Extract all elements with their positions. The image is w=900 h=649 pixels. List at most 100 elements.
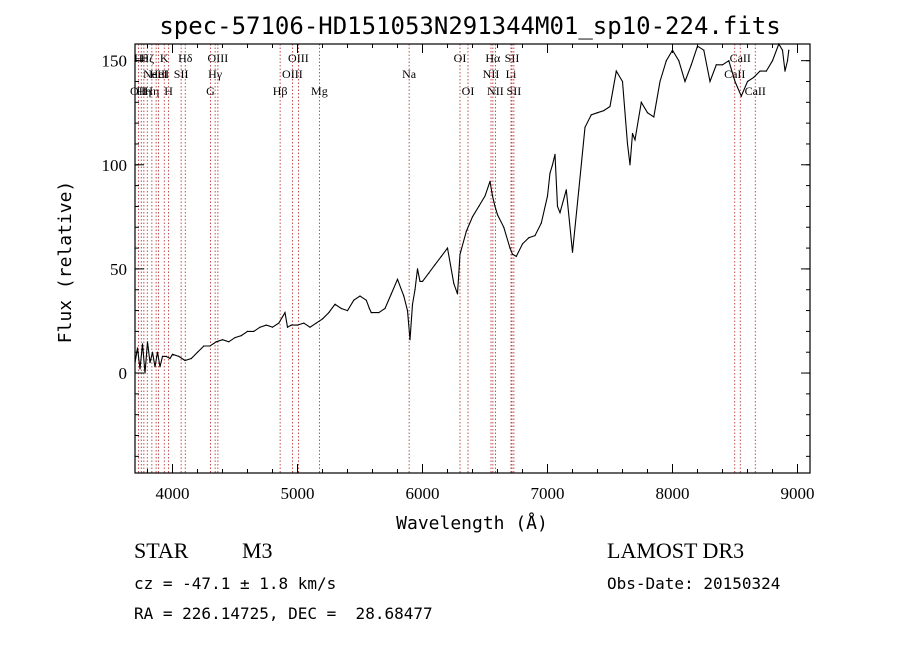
data-point-78 <box>503 226 505 228</box>
data-point-107 <box>646 112 649 114</box>
data-point-112 <box>678 60 680 62</box>
survey-name: LAMOST DR3 <box>607 538 745 563</box>
data-point-46 <box>359 295 361 297</box>
data-point-98 <box>603 110 605 112</box>
data-point-80 <box>511 253 514 255</box>
data-point-88 <box>551 164 554 166</box>
data-point-8 <box>154 366 156 368</box>
data-point-19 <box>203 345 205 347</box>
data-point-15 <box>178 355 180 357</box>
data-point-5 <box>146 341 149 343</box>
data-point-85 <box>540 222 542 224</box>
data-point-84 <box>534 235 536 237</box>
data-point-94 <box>578 189 580 191</box>
data-point-58 <box>411 303 414 305</box>
data-point-103 <box>629 164 631 166</box>
data-point-125 <box>759 70 761 72</box>
data-point-132 <box>788 49 790 51</box>
data-point-21 <box>215 341 217 343</box>
data-point-60 <box>416 268 419 270</box>
data-point-87 <box>549 172 551 174</box>
data-point-113 <box>684 80 686 83</box>
line-label-25: SII <box>505 51 520 65</box>
x-tick-label-5: 9000 <box>781 484 815 503</box>
data-point-76 <box>494 205 496 207</box>
line-label-11: G <box>206 84 215 98</box>
x-axis-label: Wavelength (Å) <box>396 512 548 534</box>
line-label-24: Li <box>506 67 517 81</box>
data-point-62 <box>421 280 424 282</box>
data-point-67 <box>453 282 455 285</box>
data-point-106 <box>640 101 642 103</box>
data-point-18 <box>196 351 199 353</box>
data-point-13 <box>169 357 171 360</box>
data-point-41 <box>328 312 330 314</box>
data-point-3 <box>141 343 144 345</box>
data-point-120 <box>728 60 730 62</box>
line-label-22: Hα <box>485 51 501 65</box>
data-point-57 <box>409 339 411 341</box>
data-point-114 <box>690 64 692 66</box>
data-point-31 <box>278 322 280 324</box>
data-point-34 <box>286 326 289 328</box>
data-point-6 <box>149 362 151 364</box>
data-point-30 <box>271 326 274 328</box>
data-point-50 <box>371 312 374 314</box>
data-point-79 <box>509 247 511 249</box>
data-point-93 <box>571 251 574 253</box>
cz-value: cz = -47.1 ± 1.8 km/s <box>134 574 337 593</box>
data-point-56 <box>406 310 409 312</box>
data-point-127 <box>771 60 774 62</box>
data-point-28 <box>259 326 261 328</box>
data-point-40 <box>321 318 324 320</box>
line-label-28: CaII <box>730 51 751 65</box>
data-point-90 <box>556 205 559 207</box>
data-point-45 <box>353 299 355 301</box>
spectral-line-markers: OIIHθHηHζHηNeIIIHeIKHSIIHδGHγOIIIHβOIIIO… <box>130 44 766 473</box>
line-label-17: Mg <box>311 84 328 98</box>
data-point-63 <box>428 272 430 274</box>
data-point-70 <box>465 230 467 232</box>
data-point-102 <box>626 143 629 145</box>
line-label-8: H <box>164 84 173 98</box>
object-subclass: M3 <box>242 538 273 563</box>
data-point-53 <box>390 293 392 295</box>
data-point-39 <box>315 322 317 324</box>
data-point-44 <box>346 310 349 312</box>
line-label-21: NII <box>483 67 500 81</box>
data-point-1 <box>136 347 139 349</box>
data-point-42 <box>334 303 336 305</box>
data-point-75 <box>491 195 494 197</box>
data-point-23 <box>228 341 230 343</box>
line-label-6: HeI <box>150 67 168 81</box>
obs-date: Obs-Date: 20150324 <box>607 574 781 593</box>
line-label-4: Hη <box>144 84 159 98</box>
line-label-20: OI <box>462 84 475 98</box>
data-point-104 <box>631 132 634 135</box>
data-point-32 <box>281 316 284 318</box>
line-label-5: NeIII <box>143 67 169 81</box>
data-point-117 <box>709 80 711 83</box>
line-label-12: Hγ <box>208 67 223 81</box>
data-point-26 <box>246 330 249 332</box>
data-point-96 <box>590 114 592 116</box>
data-point-29 <box>265 324 267 326</box>
line-label-3: Hζ <box>140 51 154 65</box>
data-point-17 <box>190 357 192 360</box>
data-point-81 <box>515 255 517 257</box>
data-point-100 <box>615 70 617 72</box>
data-point-118 <box>715 64 717 66</box>
data-point-7 <box>151 351 154 353</box>
data-point-48 <box>368 307 370 310</box>
line-label-13: OIII <box>208 51 229 65</box>
y-tick-label-0: 0 <box>119 364 128 383</box>
data-point-129 <box>781 49 784 51</box>
coordinates: RA = 226.14725, DEC = 28.68477 <box>134 604 433 623</box>
x-tick-label-2: 6000 <box>406 484 440 503</box>
plot-frame <box>134 43 811 474</box>
chart-title: spec-57106-HD151053N291344M01_sp10-224.f… <box>159 12 780 40</box>
data-point-92 <box>565 189 567 191</box>
line-label-0: OII <box>130 84 147 98</box>
data-point-124 <box>753 76 755 78</box>
line-label-9: SII <box>174 67 189 81</box>
